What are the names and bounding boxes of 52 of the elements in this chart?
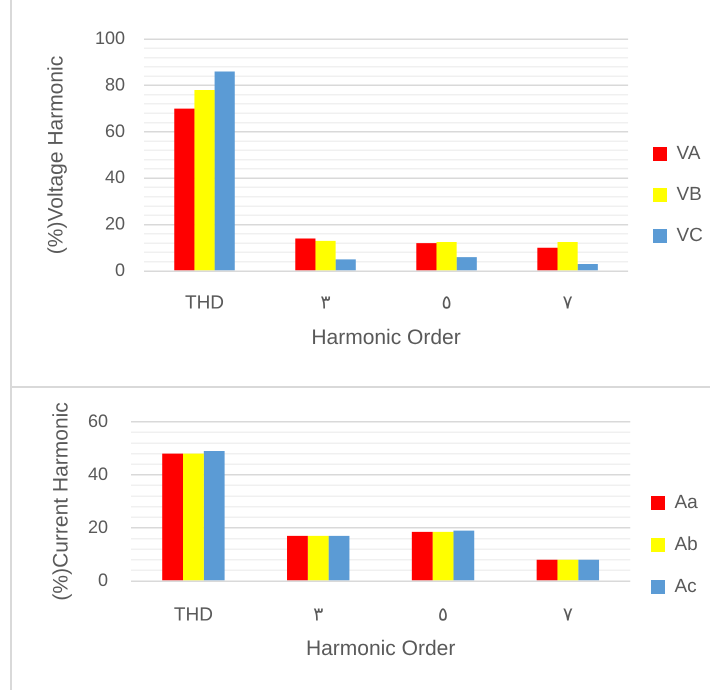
x-tick-label: ٥ [441, 292, 452, 314]
bar [308, 536, 329, 580]
legend-label: Aa [674, 492, 698, 514]
x-tick-label: THD [174, 604, 213, 626]
y-tick-label: 60 [104, 120, 125, 141]
bar [204, 450, 225, 580]
x-tick-label: THD [184, 292, 224, 314]
y-tick-label: 80 [104, 74, 125, 94]
bar [578, 560, 600, 580]
bar [578, 264, 598, 270]
bar [453, 530, 474, 580]
x-tick-label: ٧ [562, 292, 573, 314]
bar [328, 536, 350, 580]
bar [536, 560, 558, 580]
y-tick-label: 60 [88, 410, 108, 431]
y-axis-title: (%)Voltage Harmonic [44, 56, 68, 254]
bar [336, 259, 356, 270]
y-tick-label: 0 [98, 570, 108, 590]
x-tick-label: ٥ [438, 604, 448, 626]
y-tick-label: 100 [94, 28, 125, 48]
bar [183, 454, 204, 580]
y-tick-label: 20 [104, 214, 125, 234]
y-axis-title: (%)Current Harmonic [49, 402, 72, 601]
x-axis-title: Harmonic Order [306, 637, 456, 660]
legend-label: VB [676, 184, 702, 206]
bar [194, 90, 215, 270]
bar [287, 536, 308, 580]
bar [295, 238, 316, 270]
y-tick-label: 40 [88, 464, 108, 484]
x-tick-label: ٧ [562, 604, 573, 626]
bar [557, 560, 578, 580]
legend-label: VC [676, 225, 703, 246]
bar [456, 257, 477, 270]
bar [412, 532, 433, 580]
x-tick-label: ٣ [313, 604, 324, 626]
bar [214, 71, 235, 270]
x-tick-label: ٣ [320, 292, 331, 314]
legend-label: VA [676, 143, 701, 164]
y-tick-label: 0 [114, 260, 125, 280]
legend-label: Ac [674, 576, 697, 598]
x-axis-title: Harmonic Order [311, 326, 461, 350]
bar [174, 108, 194, 270]
bar [537, 248, 558, 270]
bar [315, 240, 336, 270]
y-tick-label: 20 [88, 516, 108, 537]
bar [162, 454, 184, 580]
bar [558, 242, 578, 270]
legend-label: Ab [674, 534, 698, 556]
bar [436, 242, 457, 270]
bar [416, 243, 436, 270]
bar [432, 532, 454, 580]
y-tick-label: 40 [104, 167, 125, 188]
